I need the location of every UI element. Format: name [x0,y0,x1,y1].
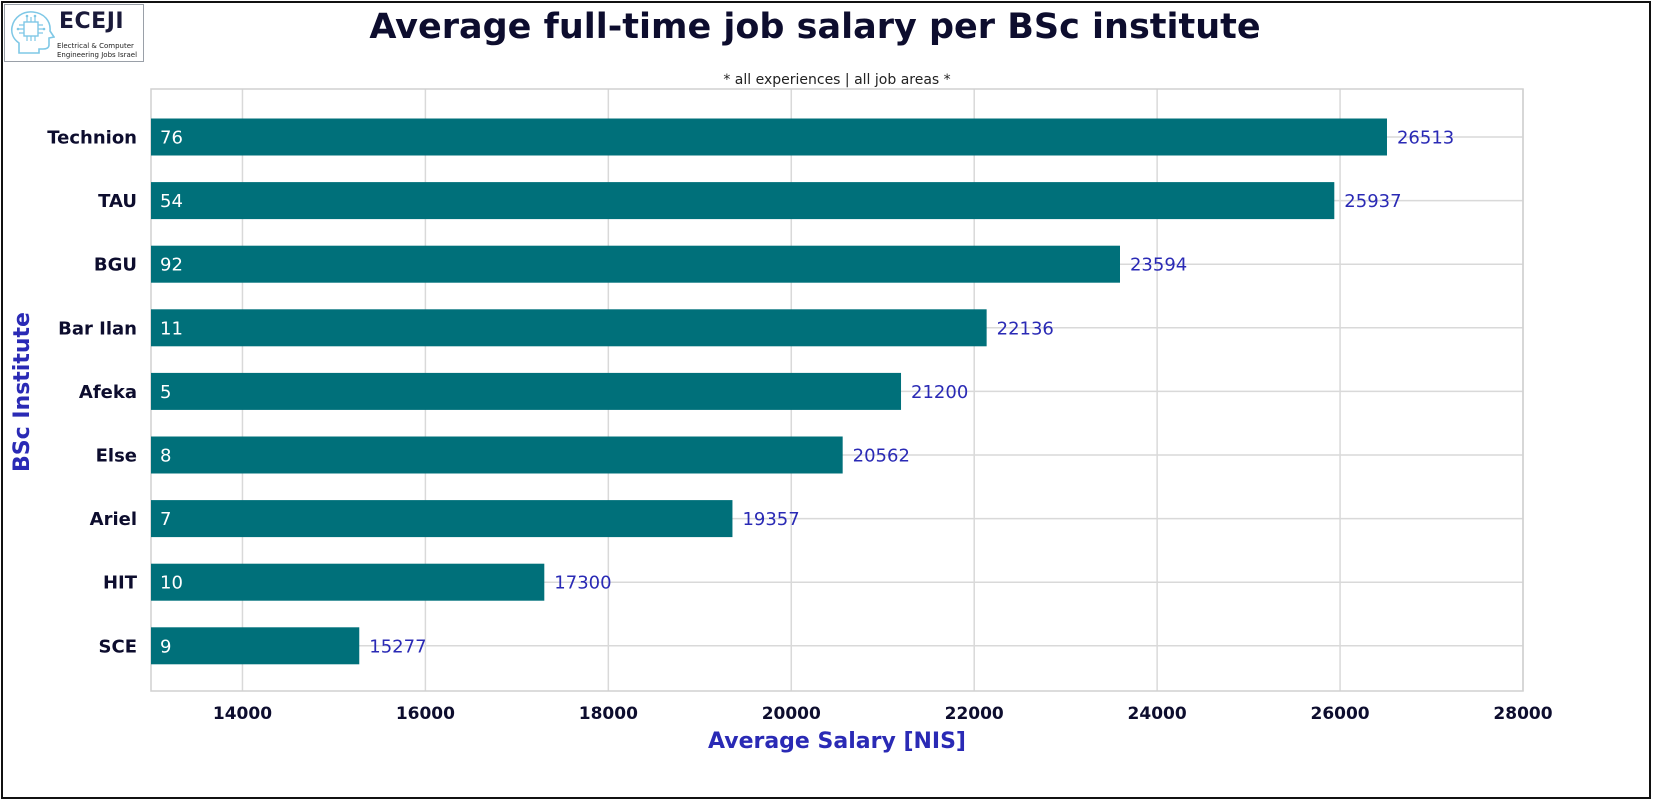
chart-title: Average full-time job salary per BSc ins… [369,7,1260,47]
count-label: 9 [160,636,171,657]
y-tick-label: BGU [94,255,137,276]
y-tick-label: Afeka [79,382,137,403]
logo-title: ECEJI [59,9,125,34]
value-label: 20562 [853,446,910,467]
value-label: 23594 [1130,255,1187,276]
logo-subtitle-line1: Electrical & Computer [57,42,134,50]
x-tick-label: 22000 [945,704,1004,724]
y-tick-label: Ariel [90,509,137,530]
eceji-logo: ECEJI Electrical & Computer Engineering … [4,4,144,62]
x-tick-label: 28000 [1493,704,1552,724]
y-tick-label: Technion [47,128,137,149]
bar [151,627,360,665]
value-label: 15277 [369,636,426,657]
value-label: 26513 [1397,128,1454,149]
y-axis-title: BSc Institute [10,312,35,472]
count-label: 11 [160,318,183,339]
bar [151,245,1120,283]
x-tick-label: 26000 [1310,704,1369,724]
x-tick-label: 14000 [213,704,272,724]
value-label: 22136 [997,318,1054,339]
y-tick-label: SCE [99,636,137,657]
x-tick-label: 24000 [1128,704,1187,724]
y-tick-label: HIT [103,573,138,594]
logo-subtitle-line2: Engineering Jobs Israel [57,51,138,59]
labels: 14000 16000 18000 20000 22000 24000 26000 28000… [47,128,1552,725]
y-tick-label: TAU [98,191,137,212]
count-label: 10 [160,573,183,594]
chart-subtitle: * all experiences | all job areas * [723,72,950,88]
bar [151,118,1387,156]
bars [151,118,1387,665]
y-tick-label: Else [96,446,137,467]
bar [151,372,902,410]
x-tick-label: 16000 [396,704,455,724]
count-label: 54 [160,191,183,212]
y-tick-label: Bar Ilan [58,318,137,339]
value-label: 21200 [911,382,968,403]
value-label: 25937 [1344,191,1401,212]
x-tick-label: 20000 [762,704,821,724]
count-label: 76 [160,128,183,149]
count-label: 7 [160,509,171,530]
count-label: 92 [160,255,183,276]
count-label: 5 [160,382,171,403]
x-tick-label: 18000 [579,704,638,724]
bar [151,309,987,347]
value-label: 17300 [554,573,611,594]
brain-circuit-icon [10,11,55,54]
bar [151,500,733,538]
count-label: 8 [160,446,171,467]
bar [151,563,545,601]
bar [151,182,1335,220]
x-axis-title: Average Salary [NIS] [708,729,966,754]
value-label: 19357 [742,509,799,530]
bar [151,436,843,474]
